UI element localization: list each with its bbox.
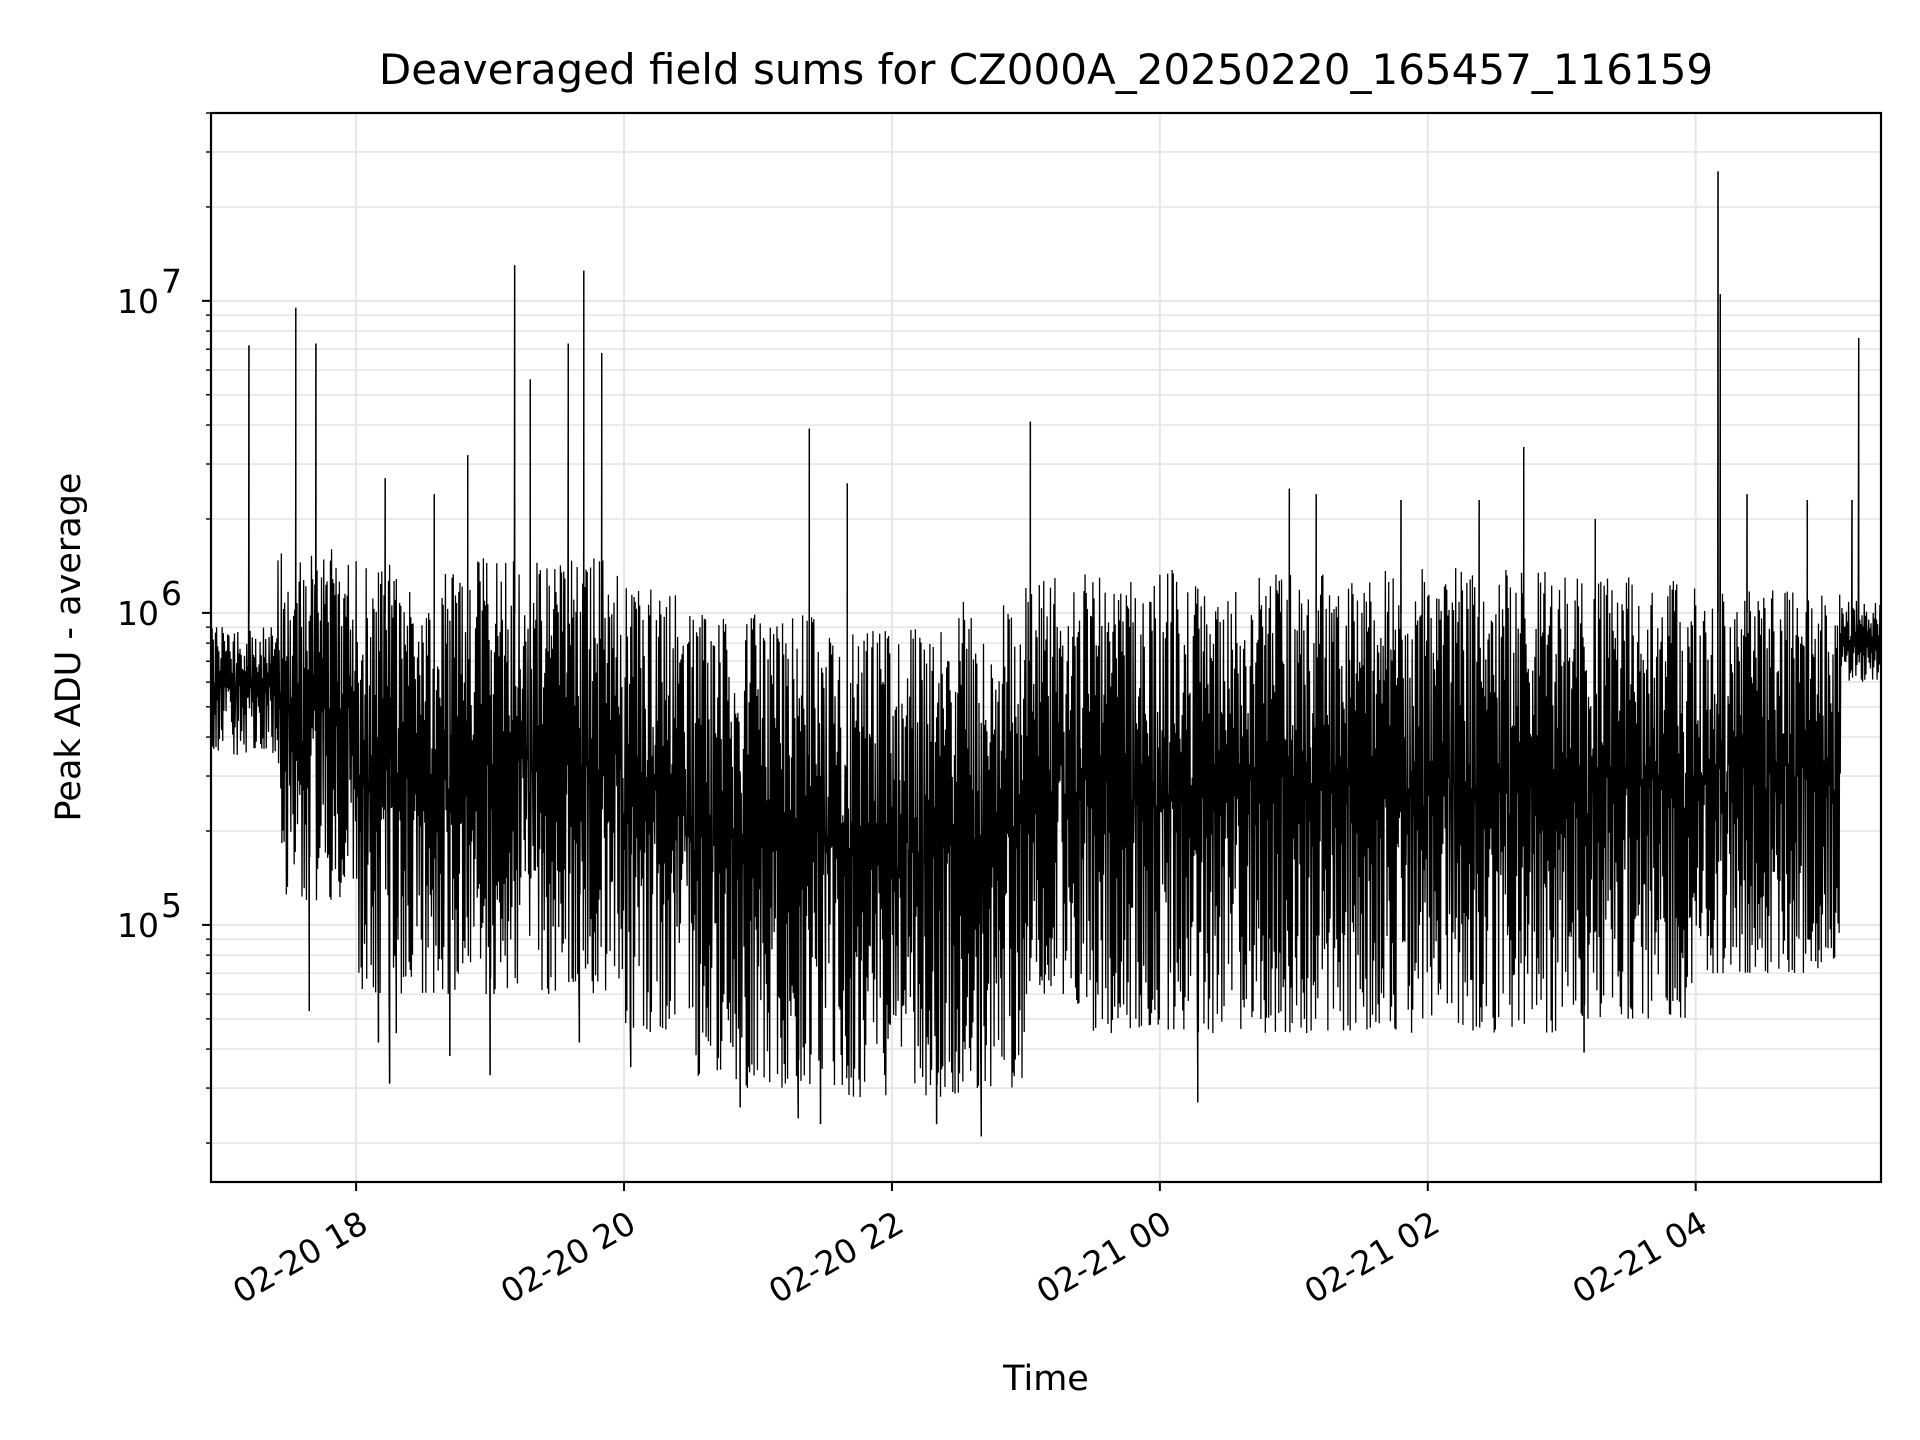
plot-frame — [209, 111, 1883, 1184]
y-tick-label: 10 — [117, 282, 159, 321]
y-tick-label: 10 — [117, 594, 159, 633]
data-series — [210, 171, 1882, 1137]
x-axis-label: Time — [1002, 1359, 1089, 1399]
y-axis-label: Peak ADU - average — [49, 473, 89, 822]
y-tick-label: 10 — [117, 906, 159, 945]
series-line — [210, 171, 1882, 1137]
chart-title: Deaveraged field sums for CZ000A_2025022… — [379, 45, 1713, 94]
y-tick-exponent: 7 — [161, 262, 182, 301]
y-tick-exponent: 6 — [161, 574, 182, 613]
y-tick-exponent: 5 — [161, 886, 182, 925]
